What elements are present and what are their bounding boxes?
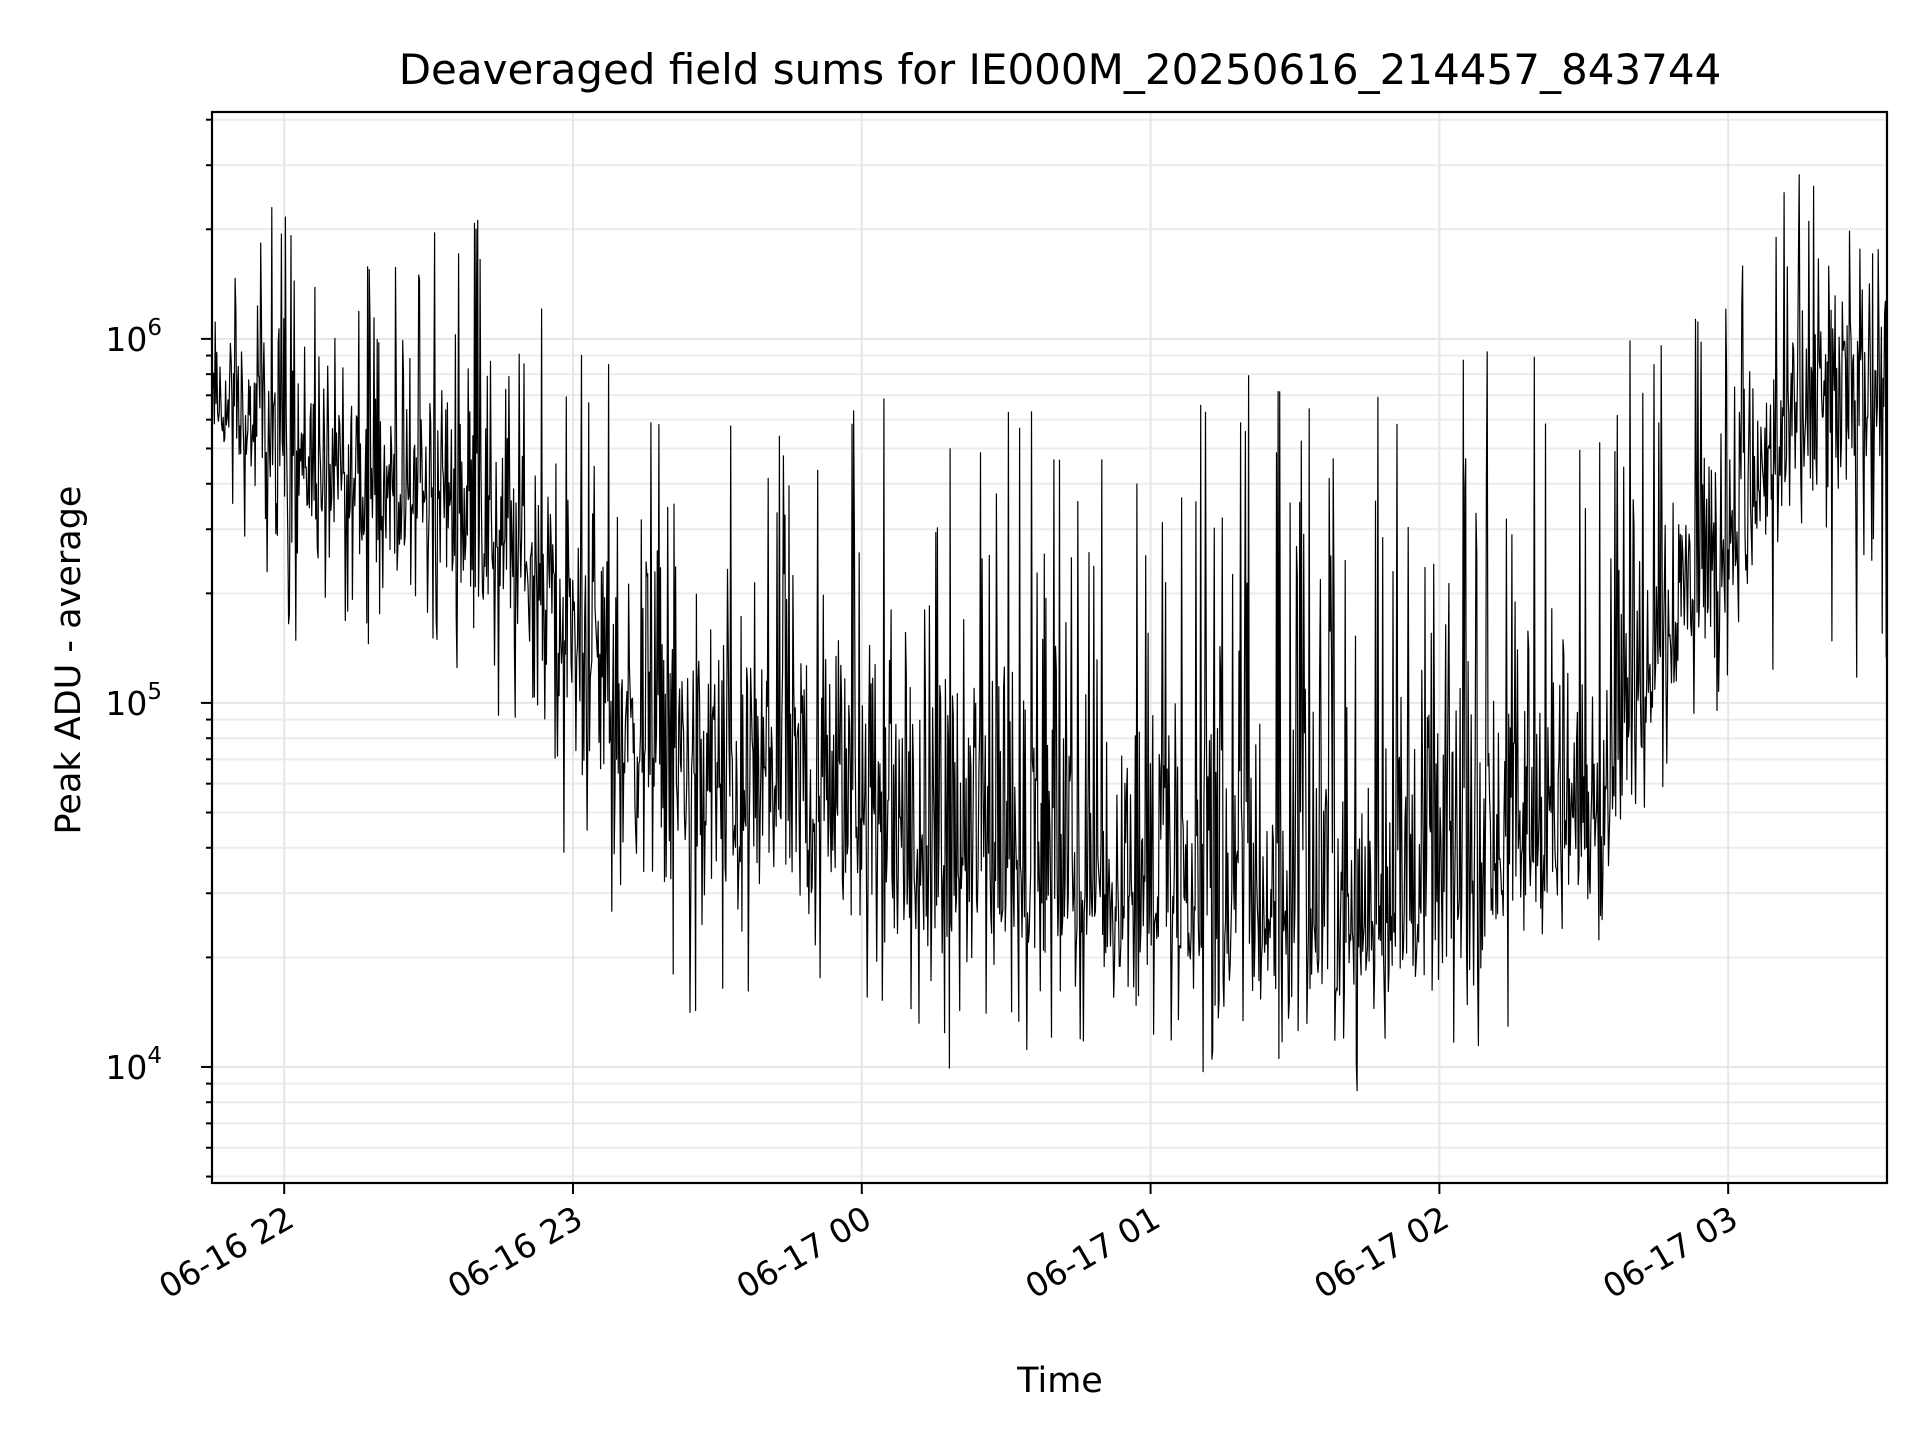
series-layer: [211, 174, 1888, 1092]
y-tick-label: 106: [105, 315, 162, 359]
y-tick-label: 104: [105, 1043, 162, 1087]
series-line: [211, 174, 1888, 1092]
plot-frame: [210, 110, 1889, 1185]
y-axis-label: Peak ADU - average: [49, 486, 89, 835]
x-axis-label: Time: [1016, 1361, 1103, 1401]
y-tick-label: 105: [105, 679, 162, 723]
chart-title: Deaveraged field sums for IE000M_2025061…: [399, 45, 1722, 94]
